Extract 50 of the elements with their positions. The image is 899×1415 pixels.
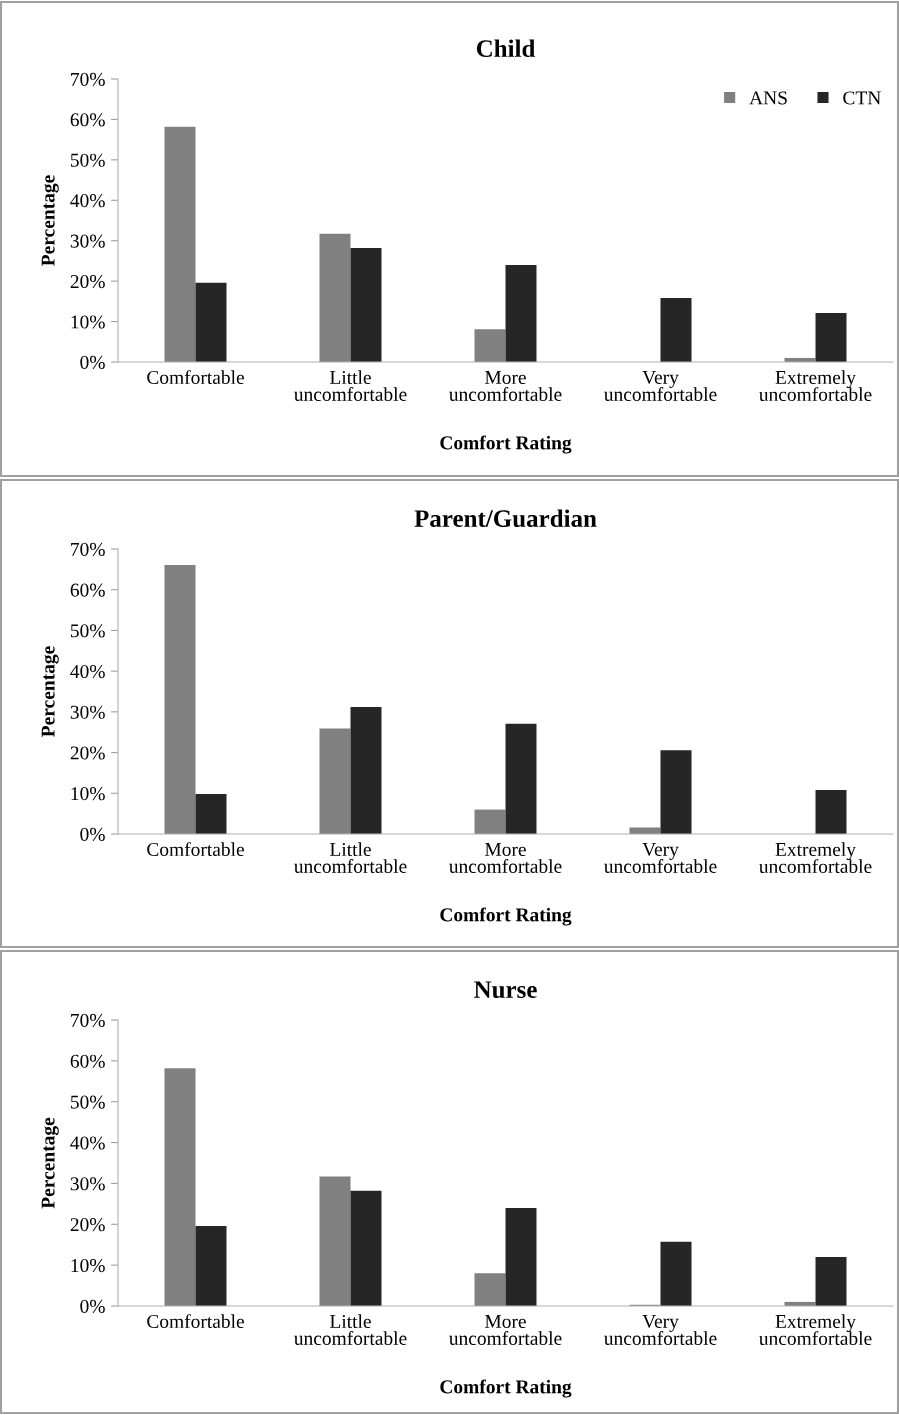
x-tick-label: Very uncomfortable [604, 371, 717, 401]
x-tick-label: Extremely uncomfortable [759, 1314, 872, 1346]
chart-title: Nurse [474, 981, 537, 999]
y-axis-title: Percentage [41, 175, 59, 266]
y-tick-label: 0% [80, 827, 105, 841]
x-tick-label: Extremely uncomfortable [759, 370, 872, 402]
x-tick-label: More uncomfortable [449, 1315, 562, 1345]
x-tick-label: Comfortable [147, 370, 244, 385]
y-tick-label: 10% [71, 1258, 105, 1273]
y-tick-label: 70% [71, 1013, 105, 1027]
y-tick-label: 40% [70, 1136, 105, 1150]
chart-title: Parent/Guardian [414, 509, 597, 528]
y-tick-label: 60% [70, 583, 105, 597]
legend-label: CTN [843, 91, 881, 105]
x-axis-title: Comfort Rating [440, 1379, 572, 1398]
y-axis-title: Percentage [41, 1117, 59, 1209]
x-axis-title: Comfort Rating [440, 435, 572, 454]
x-tick-label: Little uncomfortable [294, 1314, 407, 1345]
y-tick-label: 50% [70, 153, 105, 167]
y-tick-label: 60% [70, 1054, 105, 1068]
x-tick-label: More uncomfortable [449, 371, 562, 401]
y-tick-label: 30% [70, 705, 105, 719]
y-tick-label: 30% [70, 234, 105, 248]
y-tick-label: 40% [70, 194, 105, 208]
x-axis-title: Comfort Rating [440, 907, 572, 926]
x-tick-label: Comfortable [147, 1314, 244, 1329]
y-tick-label: 50% [70, 624, 105, 638]
y-tick-label: 10% [71, 787, 105, 801]
y-tick-label: 70% [71, 72, 105, 86]
x-tick-label: Very uncomfortable [604, 843, 717, 873]
x-tick-label: More uncomfortable [449, 843, 562, 873]
y-tick-label: 10% [71, 315, 105, 329]
chart-title: Child [476, 39, 536, 58]
legend-label: ANS [749, 91, 787, 105]
y-tick-label: 30% [70, 1177, 105, 1191]
y-tick-label: 70% [71, 542, 105, 556]
y-tick-label: 60% [70, 113, 105, 127]
x-tick-label: Comfortable [147, 842, 244, 857]
x-tick-label: Little uncomfortable [294, 842, 407, 873]
y-tick-label: 20% [70, 274, 105, 289]
x-tick-label: Very uncomfortable [604, 1315, 717, 1345]
y-tick-label: 0% [80, 355, 105, 369]
y-axis-title: Percentage [41, 646, 59, 737]
x-tick-label: Little uncomfortable [294, 370, 407, 401]
y-tick-label: 40% [70, 664, 105, 679]
x-tick-label: Extremely uncomfortable [759, 842, 872, 874]
y-tick-label: 20% [70, 1218, 105, 1232]
y-tick-label: 0% [80, 1299, 105, 1313]
y-tick-label: 20% [70, 746, 105, 760]
y-tick-label: 50% [70, 1095, 105, 1109]
